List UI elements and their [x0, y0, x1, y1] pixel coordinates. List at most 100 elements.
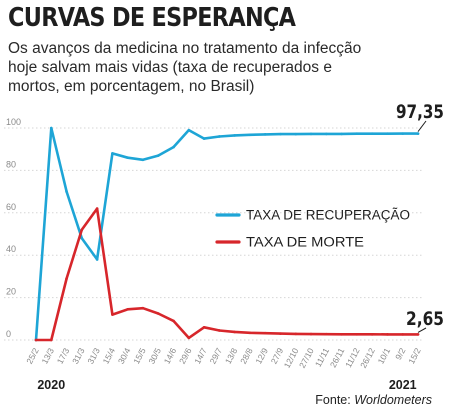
series-line [34, 207, 420, 342]
data-point [34, 338, 38, 342]
data-point [65, 190, 68, 193]
year-labels: 2020 2021 [37, 378, 416, 392]
data-point [386, 333, 389, 336]
x-tick-label: 29/7 [208, 346, 225, 366]
y-tick-label: 20 [6, 287, 16, 297]
data-point [416, 132, 420, 135]
data-point [172, 319, 175, 323]
x-tick-label: 30/5 [146, 346, 163, 366]
x-tick-label: 26/12 [358, 346, 377, 370]
subtitle-line: mortos, em porcentagem, no Brasil) [8, 78, 255, 95]
series-line [34, 126, 420, 342]
series-lines [34, 126, 420, 342]
x-tick-label: 13/3 [39, 346, 56, 366]
data-point [49, 338, 53, 342]
data-point [141, 306, 145, 310]
data-point [401, 333, 405, 336]
data-point [111, 313, 114, 316]
value-callout: 97,35 [396, 101, 444, 123]
data-point [65, 277, 68, 280]
data-point [279, 132, 282, 136]
data-point [80, 228, 84, 232]
data-point [294, 132, 298, 136]
data-point [111, 152, 114, 155]
data-point [325, 132, 328, 136]
data-point [248, 133, 252, 137]
data-point [309, 132, 313, 136]
data-point [233, 134, 236, 137]
data-point [340, 332, 343, 336]
data-point [126, 307, 129, 311]
x-tick-label: 14/6 [162, 346, 179, 366]
y-axis-ticks: 0 20 40 60 80 100 [6, 117, 21, 339]
data-point [49, 126, 53, 130]
data-point [187, 336, 191, 340]
data-point [202, 325, 206, 329]
y-tick-label: 80 [6, 159, 16, 169]
x-tick-label: 28/8 [238, 346, 255, 366]
data-point [294, 332, 298, 336]
x-tick-label: 15/5 [131, 346, 148, 366]
data-point [416, 333, 420, 336]
y-tick-label: 0 [6, 329, 11, 339]
x-tick-label: 29/6 [177, 346, 194, 366]
data-point [95, 258, 99, 261]
data-point [187, 128, 191, 132]
y-tick-label: 100 [6, 117, 21, 127]
data-point [279, 332, 282, 335]
year-label: 2020 [37, 378, 65, 392]
x-tick-label: 31/3 [70, 346, 87, 366]
legend-label: TAXA DE RECUPERAÇÃO [246, 208, 410, 223]
data-point [156, 154, 160, 157]
data-point [126, 156, 129, 159]
subtitle-line: Os avanços da medicina no tratamento da … [8, 40, 362, 57]
data-point [263, 133, 267, 136]
chart-title: CURVAS DE ESPERANÇA [8, 3, 296, 33]
data-point [386, 132, 389, 136]
y-tick-label: 40 [6, 244, 16, 254]
data-point [80, 236, 84, 240]
y-tick-label: 60 [6, 202, 16, 212]
data-point [172, 145, 175, 149]
x-axis-ticks: 25/213/317/331/331/315/430/415/530/514/6… [24, 346, 423, 370]
data-point [248, 331, 252, 335]
data-point [355, 132, 359, 136]
chart-subtitle: Os avanços da medicina no tratamento da … [8, 39, 448, 96]
legend-label: TAXA DE MORTE [246, 235, 364, 250]
callout-leader [417, 327, 427, 333]
data-point [263, 331, 267, 335]
data-point [202, 137, 206, 140]
x-tick-label: 27/10 [297, 346, 316, 370]
data-point [325, 332, 328, 336]
legend: TAXA DE RECUPERAÇÃO TAXA DE MORTE [215, 208, 410, 250]
data-point [233, 330, 236, 334]
x-tick-label: 17/3 [55, 346, 72, 366]
data-point [218, 135, 221, 138]
x-tick-label: 14/7 [192, 346, 209, 366]
data-point [355, 332, 359, 336]
callout-leader [417, 120, 427, 132]
x-tick-label: 15/2 [406, 346, 423, 366]
data-point [156, 312, 160, 315]
x-tick-label: 12/9 [253, 346, 270, 366]
subtitle-line: hoje salvam mais vidas (taxa de recupera… [8, 59, 332, 76]
x-tick-label: 31/3 [85, 346, 102, 366]
x-tick-label: 9/2 [393, 346, 408, 361]
data-point [218, 329, 221, 332]
year-label: 2021 [389, 378, 417, 392]
gridlines [4, 127, 422, 341]
data-point [370, 132, 374, 136]
x-tick-label: 30/4 [116, 346, 133, 366]
value-callout: 2,65 [406, 308, 444, 330]
source-label: Fonte: [315, 393, 351, 407]
value-callouts: 97,35 2,65 [396, 101, 444, 333]
x-tick-label: 15/4 [101, 346, 118, 366]
data-point [141, 158, 145, 162]
x-tick-label: 25/2 [24, 346, 41, 366]
data-point [401, 132, 405, 135]
data-point [370, 333, 374, 336]
data-point [309, 332, 313, 336]
data-point [95, 207, 99, 210]
x-tick-label: 10/1 [376, 346, 393, 366]
